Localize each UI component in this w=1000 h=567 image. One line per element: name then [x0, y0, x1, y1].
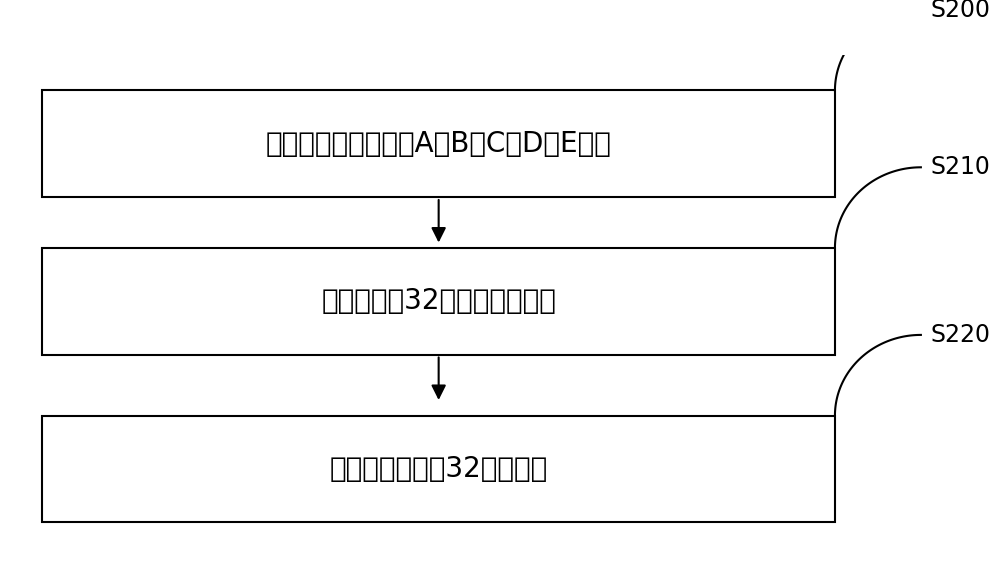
- Text: 计算对应的32交集向量元素值: 计算对应的32交集向量元素值: [321, 287, 556, 315]
- Text: S220: S220: [930, 323, 990, 347]
- Text: S210: S210: [930, 155, 990, 179]
- Text: S200: S200: [930, 0, 990, 22]
- Bar: [42, 248, 835, 354]
- Bar: [42, 416, 835, 522]
- Bar: [42, 91, 835, 197]
- Text: 明确表征区域，使用A、B、C、D、E指代: 明确表征区域，使用A、B、C、D、E指代: [266, 130, 612, 158]
- Text: 排列输出对应的32交集向量: 排列输出对应的32交集向量: [330, 455, 548, 483]
